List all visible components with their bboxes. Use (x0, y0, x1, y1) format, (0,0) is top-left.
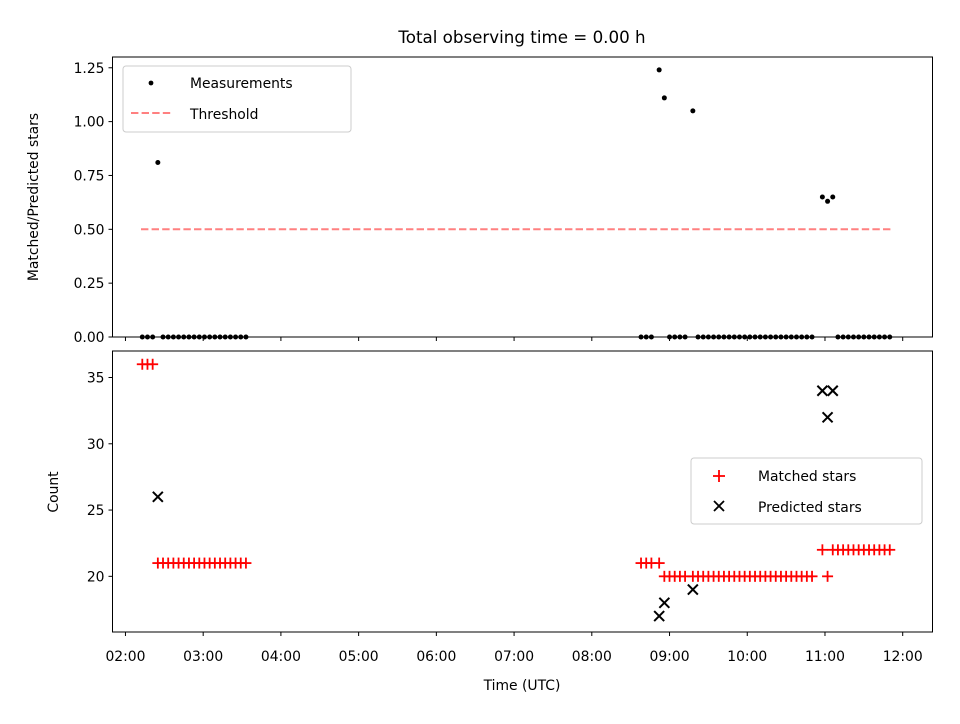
bottom-y-tick-label: 30 (87, 437, 105, 453)
measurement-point (825, 198, 831, 204)
top-y-axis-label: Matched/Predicted stars (26, 113, 42, 281)
bottom-axes-frame (112, 350, 933, 633)
top-y-tick-label: 1.00 (74, 115, 105, 131)
matched-star-point (147, 358, 159, 370)
legend-predicted-label: Predicted stars (758, 500, 862, 516)
measurement-point (661, 95, 667, 101)
measurement-point (656, 67, 662, 73)
predicted-star-point (827, 385, 839, 397)
x-tick-label: 12:00 (883, 649, 923, 665)
bottom-plot-area (136, 358, 896, 622)
matched-star-point (884, 544, 896, 556)
x-tick-label: 06:00 (416, 649, 456, 665)
measurement-point (690, 108, 696, 114)
x-tick-label: 08:00 (572, 649, 612, 665)
bottom-y-axis-label: Count (46, 471, 62, 513)
x-tick-label: 07:00 (494, 649, 534, 665)
legend-matched-label: Matched stars (758, 469, 856, 485)
bottom-y-tick-label: 35 (87, 371, 105, 387)
top-axes-frame (112, 56, 933, 338)
predicted-star-point (653, 610, 665, 622)
bottom-x-ticks: 02:00 03:00 04:00 05:00 06:00 07:00 08:00 09:00… (105, 632, 923, 665)
legend-matched-marker (713, 470, 725, 482)
matched-star-point (653, 557, 665, 569)
predicted-star-point (821, 411, 834, 423)
top-axes: 0.00 0.25 0.50 0.75 1.00 1.25 Matched/Predict… (26, 56, 933, 346)
top-y-tick-label: 0.25 (74, 276, 105, 292)
predicted-star-point (816, 385, 829, 397)
top-y-tick-label: 0.50 (74, 222, 105, 238)
x-axis-label: Time (UTC) (483, 678, 561, 694)
measurement-point (830, 194, 836, 200)
predicted-star-point (152, 491, 164, 503)
bottom-legend: Matched stars Predicted stars (690, 457, 923, 525)
top-legend: Measurements Threshold (122, 65, 352, 133)
x-tick-label: 02:00 (105, 649, 145, 665)
top-y-tick-label: 0.75 (74, 168, 105, 184)
x-tick-label: 04:00 (261, 649, 301, 665)
measurement-point (155, 160, 161, 166)
chart-title: Total observing time = 0.00 h (397, 27, 645, 47)
matched-star-point (806, 570, 818, 582)
matched-star-point (816, 544, 828, 556)
predicted-star-point (687, 583, 699, 596)
x-tick-label: 11:00 (805, 649, 845, 665)
bottom-y-tick-label: 20 (87, 569, 105, 585)
top-legend-box (122, 65, 352, 133)
bottom-y-tick-label: 25 (87, 503, 105, 519)
top-y-tick-label: 0.00 (74, 330, 105, 346)
x-tick-label: 05:00 (339, 649, 379, 665)
legend-threshold-label: Threshold (189, 107, 258, 123)
x-tick-label: 03:00 (183, 649, 223, 665)
bottom-y-ticks: 20 25 30 35 (87, 371, 113, 585)
legend-predicted-marker (713, 500, 725, 512)
bottom-legend-box (690, 457, 923, 525)
top-y-ticks: 0.00 0.25 0.50 0.75 1.00 1.25 (74, 61, 113, 346)
matched-star-point (822, 570, 834, 582)
predicted-star-point (658, 597, 671, 609)
legend-measurements-marker (148, 80, 154, 86)
legend-measurements-label: Measurements (190, 76, 293, 92)
measurement-point (819, 194, 825, 200)
x-tick-label: 09:00 (650, 649, 690, 665)
matched-star-point (240, 557, 252, 569)
top-y-tick-label: 1.25 (74, 61, 105, 77)
top-x-ticks (124, 337, 904, 341)
x-tick-label: 10:00 (727, 649, 767, 665)
